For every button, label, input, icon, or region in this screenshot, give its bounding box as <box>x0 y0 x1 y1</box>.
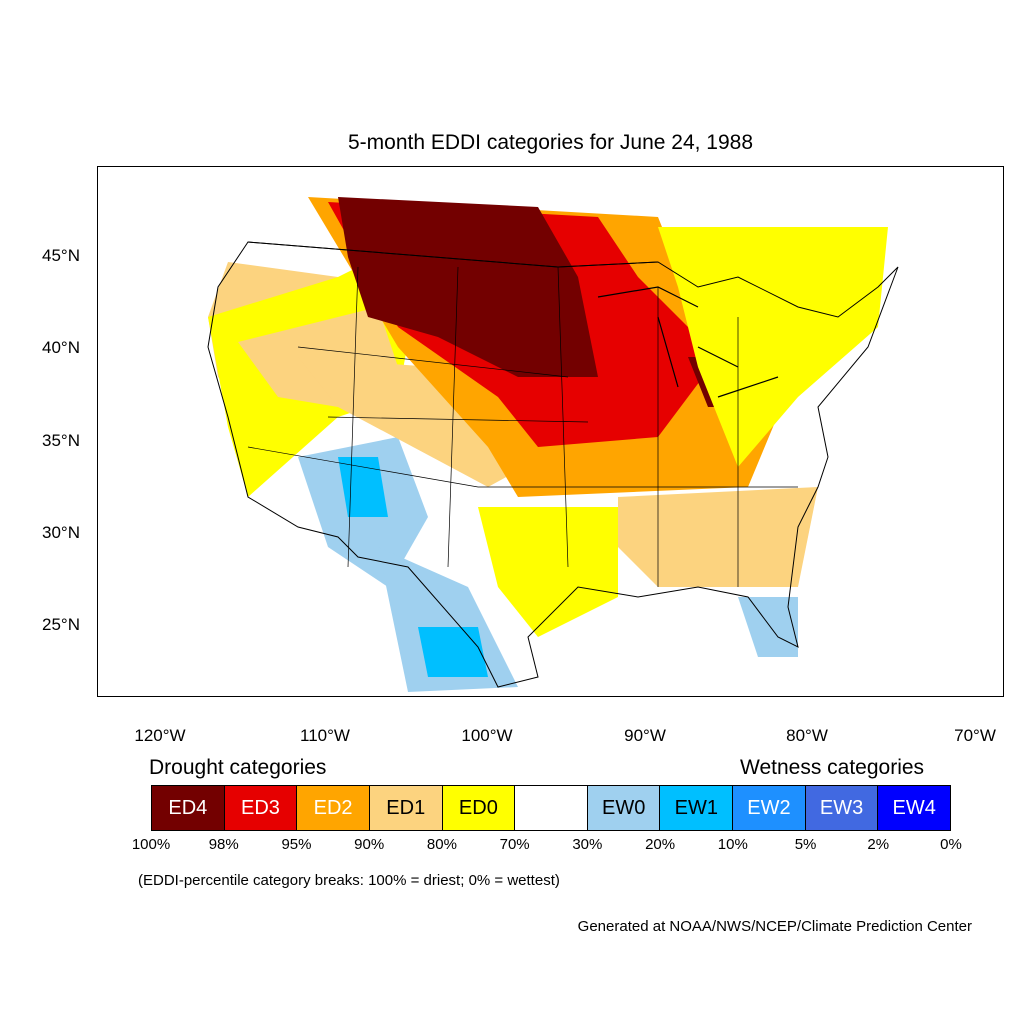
legend-box-ew0: EW0 <box>587 786 661 830</box>
percentile-break-label: 95% <box>281 836 312 853</box>
lat-label-40: 40°N <box>42 338 80 357</box>
percentile-break-label: 98% <box>208 836 239 853</box>
map-panel <box>97 166 1004 697</box>
lon-label-70: 70°W <box>954 726 996 745</box>
wetness-heading: Wetness categories <box>740 756 925 779</box>
outline-layer <box>207 241 899 688</box>
percentile-break-label: 80% <box>426 836 457 853</box>
lon-label-90: 90°W <box>624 726 666 745</box>
category-legend: ED4 ED3 ED2 ED1 ED0 EW0 EW1 EW2 EW3 EW4 <box>151 785 951 831</box>
percentile-break-label: 0% <box>940 836 962 853</box>
region-florida-blue <box>738 597 798 657</box>
map-title: 5-month EDDI categories for June 24, 198… <box>347 131 754 154</box>
region-southern-plains-ed0 <box>478 507 618 637</box>
percentile-break-label: 20% <box>645 836 676 853</box>
legend-box-ew1: EW1 <box>660 786 734 830</box>
lon-label-120: 120°W <box>134 726 186 745</box>
lat-label-35: 35°N <box>42 431 80 450</box>
lon-label-80: 80°W <box>786 726 828 745</box>
region-northeast-ed0 <box>658 227 888 467</box>
legend-box-ed3: ED3 <box>224 786 298 830</box>
us-outline <box>207 241 899 688</box>
region-southeast-ed1 <box>618 487 818 587</box>
lat-label-25: 25°N <box>42 615 80 634</box>
state-lines <box>247 266 798 587</box>
legend-box-ed4: ED4 <box>152 786 225 830</box>
legend-box-ew2: EW2 <box>733 786 806 830</box>
percentile-break-label: 2% <box>867 836 890 853</box>
legend-box-ed0: ED0 <box>442 786 516 830</box>
legend-box-ew3: EW3 <box>805 786 879 830</box>
eddi-map <box>207 197 899 692</box>
percentile-break-label: 30% <box>572 836 603 853</box>
drought-heading: Drought categories <box>149 756 327 779</box>
percentile-break-label: 100% <box>131 836 171 853</box>
lat-label-30: 30°N <box>42 523 80 542</box>
region-texas-cyan <box>418 627 488 677</box>
legend-box-neutral <box>515 786 588 830</box>
credit-line: Generated at NOAA/NWS/NCEP/Climate Predi… <box>577 918 972 935</box>
legend-box-ed1: ED1 <box>369 786 443 830</box>
lon-label-100: 100°W <box>461 726 513 745</box>
lon-label-110: 110°W <box>300 726 350 745</box>
legend-box-ed2: ED2 <box>297 786 370 830</box>
category-fill-layer <box>208 197 888 692</box>
great-lakes <box>597 286 779 398</box>
region-northern-plains-ed4 <box>338 197 598 377</box>
category-note: (EDDI-percentile category breaks: 100% =… <box>138 872 560 889</box>
legend-box-ew4: EW4 <box>878 786 951 830</box>
percentile-break-label: 90% <box>354 836 385 853</box>
percentile-break-label: 70% <box>499 836 530 853</box>
lat-label-45: 45°N <box>42 246 80 265</box>
percentile-break-label: 5% <box>794 836 817 853</box>
percentile-break-label: 10% <box>717 836 748 853</box>
